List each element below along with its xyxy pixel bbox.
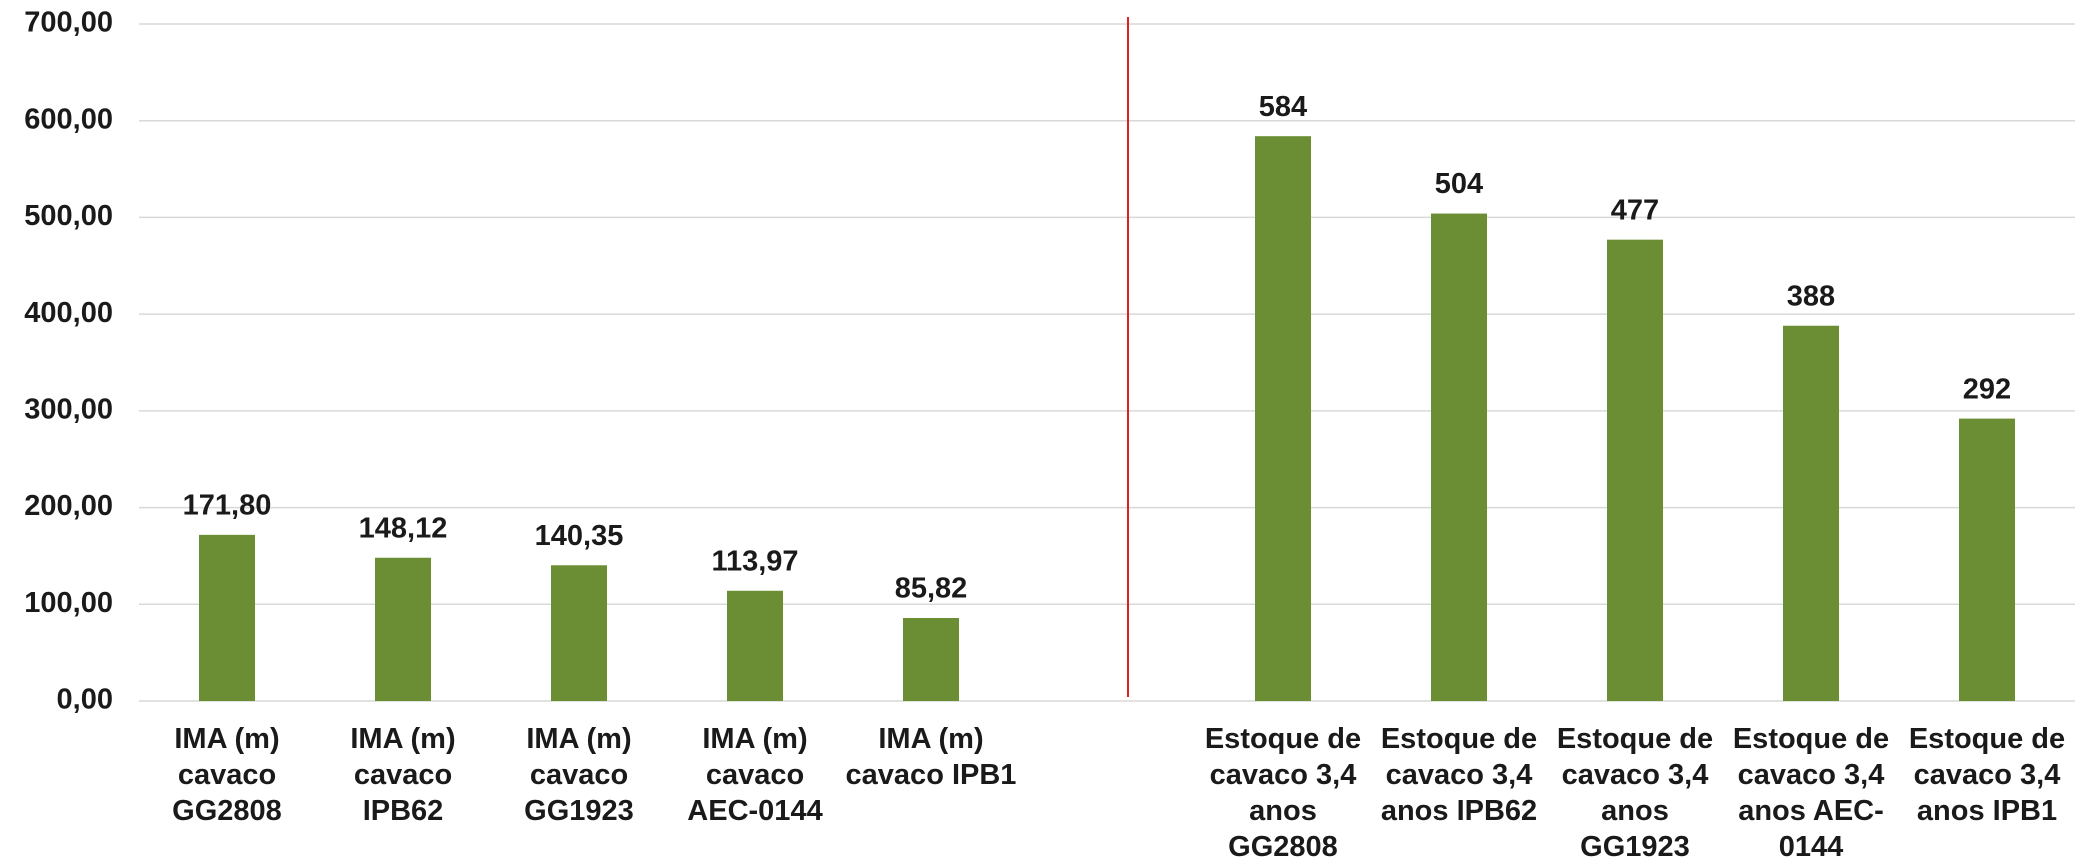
bar	[903, 617, 959, 701]
data-label: 504	[1435, 168, 1483, 200]
bar	[1959, 418, 2015, 701]
x-tick-label: Estoque de cavaco 3,4 anos IPB1	[1908, 723, 2066, 827]
x-tick-label: Estoque de cavaco 3,4 anos GG2808	[1204, 723, 1362, 863]
x-tick-label: Estoque de cavaco 3,4 anos GG1923	[1556, 723, 1714, 863]
bar	[1783, 325, 1839, 701]
data-label: 113,97	[711, 545, 798, 577]
x-tick-label: IMA (m) cavaco IPB1	[845, 723, 1017, 791]
x-tick-label: IMA (m) cavaco GG1923	[524, 723, 634, 827]
y-tick-label: 600,00	[24, 103, 113, 135]
x-tick-label: Estoque de cavaco 3,4 anos IPB62	[1380, 723, 1538, 827]
x-tick-label: Estoque de cavaco 3,4 anos AEC-0144	[1732, 723, 1890, 863]
data-label: 85,82	[895, 573, 968, 605]
x-tick-label: IMA (m) cavaco AEC-0144	[687, 723, 823, 827]
data-label: 584	[1259, 91, 1307, 123]
x-tick-label: IMA (m) cavaco IPB62	[350, 723, 456, 827]
y-tick-label: 400,00	[24, 297, 113, 329]
data-label: 292	[1963, 373, 2011, 405]
data-label: 388	[1787, 280, 1835, 312]
bar	[727, 590, 783, 701]
data-label: 171,80	[183, 490, 272, 522]
y-tick-label: 0,00	[57, 684, 113, 716]
bar	[1255, 136, 1311, 701]
bar	[1431, 213, 1487, 701]
data-label: 477	[1611, 194, 1659, 226]
bar	[375, 557, 431, 701]
bar	[199, 534, 255, 701]
y-tick-label: 300,00	[24, 394, 113, 426]
bar	[1607, 239, 1663, 701]
x-tick-label: IMA (m) cavaco GG2808	[172, 723, 282, 827]
y-tick-label: 100,00	[24, 587, 113, 619]
y-tick-label: 200,00	[24, 490, 113, 522]
data-label: 140,35	[535, 520, 624, 552]
bar	[551, 565, 607, 701]
data-label: 148,12	[359, 512, 448, 544]
y-tick-label: 700,00	[24, 7, 113, 39]
y-tick-label: 500,00	[24, 200, 113, 232]
